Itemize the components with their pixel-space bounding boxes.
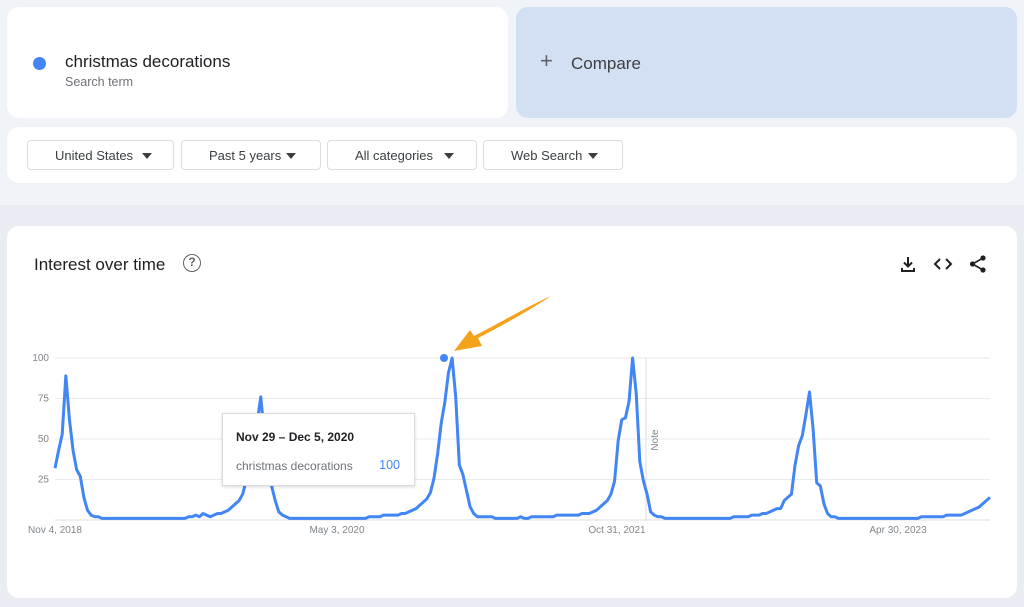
chevron-down-icon <box>142 153 152 159</box>
y-tick-label: 50 <box>38 434 50 445</box>
plus-icon: + <box>540 48 553 73</box>
highlighted-data-point[interactable] <box>439 353 449 363</box>
y-tick-label: 100 <box>32 353 49 364</box>
y-tick-label: 75 <box>38 394 50 405</box>
chevron-down-icon <box>444 153 454 159</box>
time-range-filter-dropdown[interactable]: Past 5 years <box>181 140 321 170</box>
region-filter-label: United States <box>55 148 134 163</box>
chevron-down-icon <box>588 153 598 159</box>
share-icon[interactable] <box>968 254 988 274</box>
tooltip-term: christmas decorations <box>236 459 353 473</box>
x-tick-label: Nov 4, 2018 <box>28 525 82 536</box>
search-type-filter-dropdown[interactable]: Web Search <box>483 140 623 170</box>
download-icon[interactable] <box>898 254 918 274</box>
data-point-tooltip: Nov 29 – Dec 5, 2020 christmas decoratio… <box>222 413 415 486</box>
embed-code-icon[interactable] <box>933 254 953 274</box>
series-color-dot <box>33 57 46 70</box>
search-type-filter-label: Web Search <box>511 148 583 163</box>
search-term-text[interactable]: christmas decorations <box>65 52 231 71</box>
help-icon[interactable]: ? <box>183 254 201 272</box>
category-filter-dropdown[interactable]: All categories <box>327 140 477 170</box>
tooltip-date: Nov 29 – Dec 5, 2020 <box>236 430 355 444</box>
filter-bar: United States Past 5 years All categorie… <box>7 127 1017 183</box>
search-term-subtitle: Search term <box>65 75 134 89</box>
time-range-filter-label: Past 5 years <box>209 148 282 163</box>
y-tick-label: 25 <box>38 475 50 486</box>
series-line-christmas-decorations <box>53 356 992 520</box>
chevron-down-icon <box>286 153 296 159</box>
interest-over-time-panel: Interest over time ? <box>7 226 1017 598</box>
panel-title: Interest over time <box>34 255 166 274</box>
compare-label: Compare <box>571 54 641 73</box>
x-tick-label: May 3, 2020 <box>309 525 364 536</box>
annotation-arrow <box>454 296 551 351</box>
compare-button[interactable]: + Compare <box>516 7 1017 118</box>
region-filter-dropdown[interactable]: United States <box>27 140 174 170</box>
x-tick-label: Oct 31, 2021 <box>588 525 646 536</box>
search-term-card[interactable]: christmas decorations Search term <box>7 7 508 118</box>
tooltip-value: 100 <box>379 458 400 472</box>
note-label: Note <box>650 429 661 451</box>
x-tick-label: Apr 30, 2023 <box>869 525 927 536</box>
category-filter-label: All categories <box>355 148 434 163</box>
